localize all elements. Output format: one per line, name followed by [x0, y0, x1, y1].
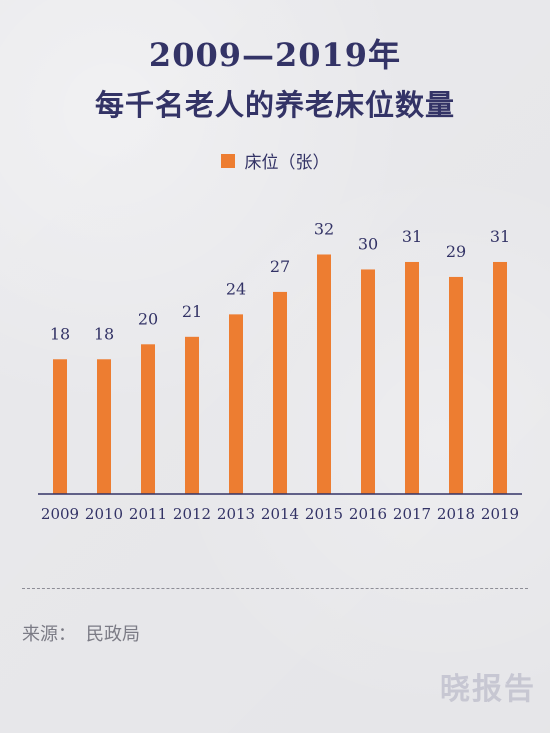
- x-tick-label-2017: 2017: [393, 505, 431, 523]
- bar-2012: [185, 336, 199, 494]
- data-label-2014: 27: [270, 257, 290, 276]
- chart-title-line-2: 每千名老人的养老床位数量: [94, 88, 455, 122]
- bar-2009: [53, 359, 67, 494]
- x-tick-label-2014: 2014: [261, 505, 299, 523]
- legend: 床位（张）: [0, 148, 550, 173]
- legend-label: 床位（张）: [244, 153, 330, 173]
- bar-2014: [273, 291, 287, 494]
- x-tick-label-2012: 2012: [173, 505, 211, 523]
- data-label-2009: 18: [50, 324, 70, 343]
- bar-2015: [317, 254, 331, 494]
- footer-divider: [22, 588, 528, 589]
- x-tick-label-2016: 2016: [349, 505, 387, 523]
- data-label-2018: 29: [446, 242, 466, 261]
- bar-2018: [449, 276, 463, 494]
- bar-2010: [97, 359, 111, 494]
- x-tick-label-2009: 2009: [41, 505, 79, 523]
- source-prefix: 来源：: [22, 624, 76, 645]
- chart-title-line-1: 2009—2019年: [148, 36, 402, 74]
- x-tick-label-2015: 2015: [305, 505, 343, 523]
- watermark: 晓报告: [440, 672, 536, 707]
- bar-2017: [405, 261, 419, 494]
- data-label-2010: 18: [94, 324, 114, 343]
- data-label-2015: 32: [314, 219, 334, 238]
- legend-swatch: [220, 153, 235, 168]
- bar-2011: [141, 344, 155, 494]
- x-tick-label-2011: 2011: [129, 505, 167, 523]
- x-tick-label-2019: 2019: [481, 505, 519, 523]
- data-label-2013: 24: [226, 279, 246, 298]
- source-note: 来源： 民政局: [22, 620, 140, 646]
- bar-2019: [493, 261, 507, 494]
- data-label-2019: 31: [490, 227, 510, 246]
- data-label-2012: 21: [182, 302, 202, 321]
- data-label-2016: 30: [358, 234, 378, 253]
- bar-2013: [229, 314, 243, 494]
- data-label-2011: 20: [138, 309, 158, 328]
- bar-2016: [361, 269, 375, 494]
- x-tick-label-2013: 2013: [217, 505, 255, 523]
- data-label-2017: 31: [402, 227, 422, 246]
- x-tick-label-2010: 2010: [85, 505, 123, 523]
- source-value: 民政局: [86, 624, 140, 645]
- x-tick-label-2018: 2018: [437, 505, 475, 523]
